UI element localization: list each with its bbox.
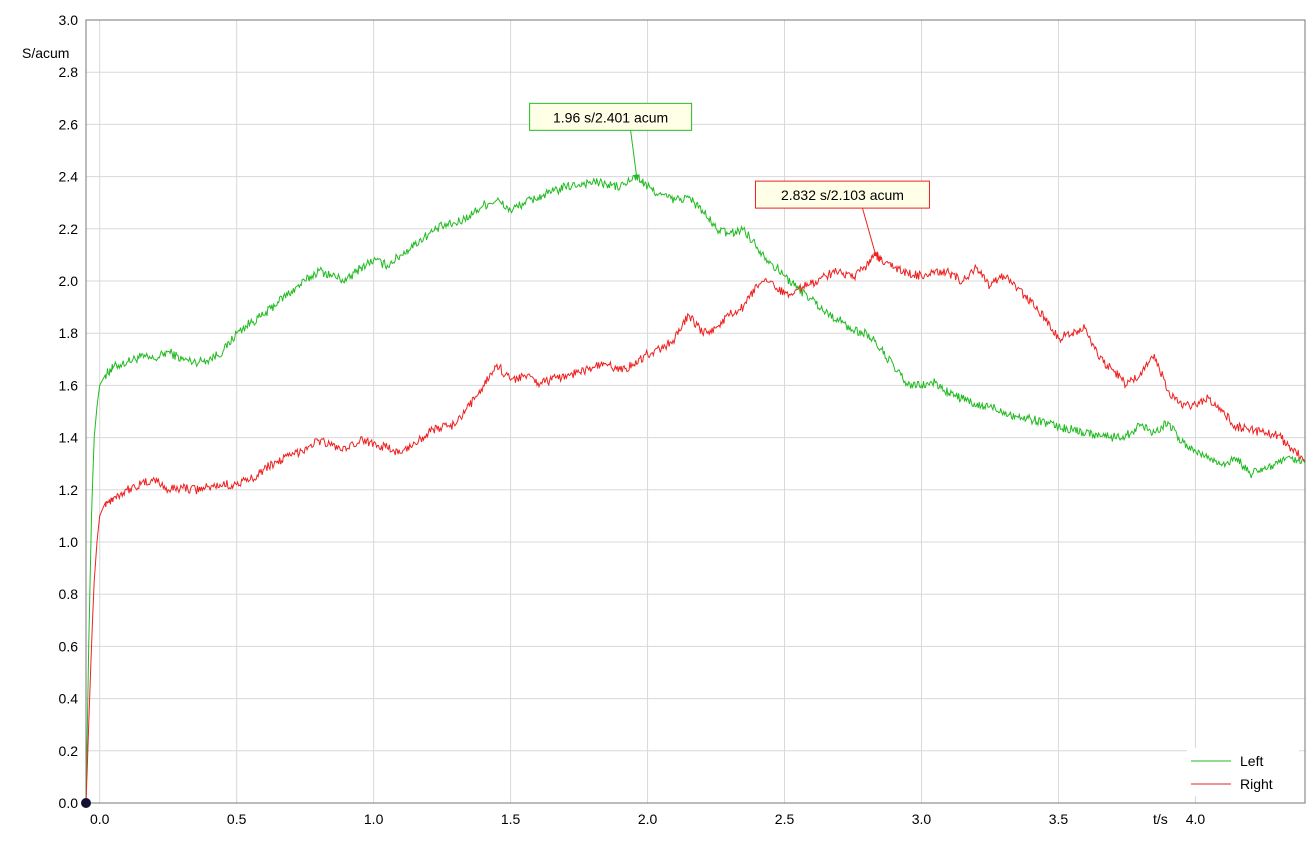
x-axis-ticks: 0.0 0.5 1.0 1.5 2.0 2.5 3.0 3.5 4.0 [90,811,1205,827]
annotations: 1.96 s/2.401 acum 2.832 s/2.103 acum [529,102,930,257]
y-tick-label: 1.0 [59,534,79,550]
series-line-right [85,250,1306,804]
x-axis-unit-label: t/s [1153,811,1168,827]
annotation-point [873,252,878,257]
annotation-box [754,180,930,209]
legend-label-right: Right [1240,776,1273,792]
y-tick-label: 1.8 [59,325,79,341]
y-tick-label: 2.6 [59,116,79,132]
y-tick-label: 0.2 [59,743,79,759]
y-tick-label: 1.2 [59,482,79,498]
y-tick-label: 0.8 [59,586,79,602]
y-tick-label: 2.4 [59,169,79,185]
x-tick-label: 0.0 [90,811,110,827]
legend: Left Right [1187,748,1299,796]
y-tick-label: 0.4 [59,691,79,707]
x-tick-label: 0.5 [227,811,247,827]
legend-label-left: Left [1240,753,1263,769]
y-tick-label: 1.4 [59,430,79,446]
annotation-label: 2.832 s/2.103 acum [781,187,904,203]
x-tick-label: 1.5 [501,811,521,827]
y-axis-ticks: 0.0 0.2 0.4 0.6 0.8 1.0 1.2 1.4 1.6 1.8 2.0 2.2 2.4 2… [59,12,79,811]
y-tick-label: 3.0 [59,12,79,28]
plot-area-border [85,19,1306,804]
annotation-box [529,102,693,131]
y-tick-label: 2.8 [59,64,79,80]
y-tick-label: 2.2 [59,221,79,237]
legend-box [1187,748,1299,796]
annotation-label: 1.96 s/2.401 acum [553,109,668,125]
annotation-point [634,174,639,179]
x-tick-label: 2.0 [638,811,658,827]
annotation-leader [630,130,638,177]
annotation-leader [861,207,876,255]
x-tick-label: 3.5 [1049,811,1069,827]
y-tick-label: 0.0 [59,795,79,811]
series-layer [85,174,1306,804]
x-tick-label: 1.0 [364,811,384,827]
origin-marker [81,798,91,808]
series-line-left [85,174,1306,804]
y-axis-unit-label: S/acum [22,45,69,61]
x-tick-label: 4.0 [1186,811,1206,827]
y-tick-label: 2.0 [59,273,79,289]
y-tick-label: 1.6 [59,377,79,393]
y-tick-label: 0.6 [59,638,79,654]
x-tick-label: 3.0 [912,811,932,827]
x-tick-label: 2.5 [775,811,795,827]
